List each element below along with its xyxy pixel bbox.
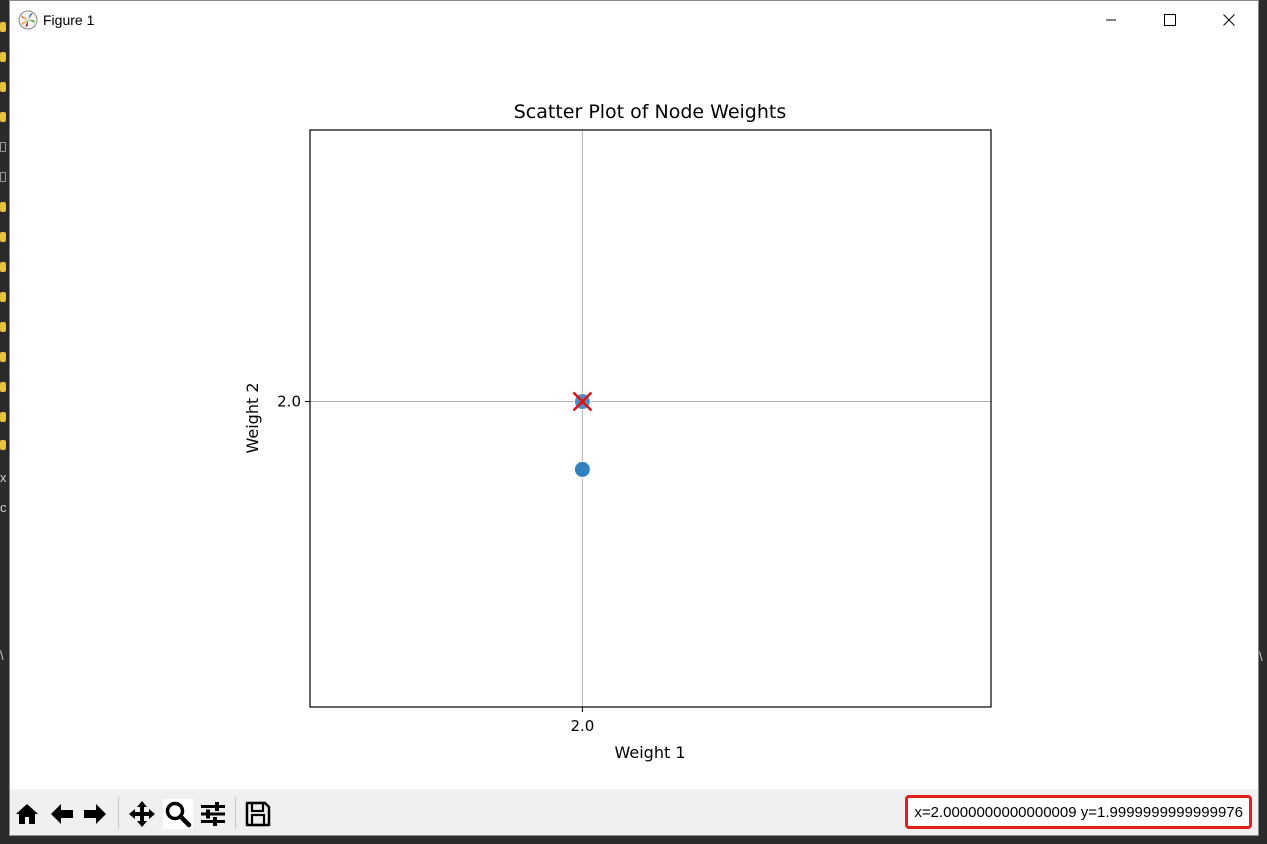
home-button[interactable]	[12, 799, 42, 829]
python-file-icon	[0, 382, 6, 392]
figure-window: Figure 1 Scatter Plot of Node Weights 2.…	[9, 0, 1259, 836]
x-tick-label: 2.0	[570, 717, 594, 735]
chart-title: Scatter Plot of Node Weights	[514, 101, 787, 123]
background-glyph: x	[0, 470, 7, 485]
forward-button[interactable]	[80, 799, 110, 829]
x-marker-stroke	[572, 391, 593, 412]
data-points	[572, 391, 593, 478]
axis-ticks: 2.0 2.0	[277, 393, 594, 735]
zoom-button[interactable]	[163, 799, 193, 829]
y-axis-label: Weight 2	[243, 382, 262, 453]
maximize-icon	[1164, 14, 1176, 26]
forward-icon	[84, 804, 106, 824]
cursor-coordinates-readout: x=2.0000000000000009 y=1.999999999999997…	[905, 795, 1252, 829]
close-icon	[1223, 14, 1235, 26]
background-glyph: c	[0, 500, 7, 515]
title-bar[interactable]: Figure 1	[10, 1, 1258, 39]
close-button[interactable]	[1200, 1, 1258, 39]
save-icon	[245, 801, 271, 827]
navigation-toolbar: x=2.0000000000000009 y=1.999999999999997…	[10, 789, 1258, 835]
python-file-icon	[0, 52, 6, 62]
configure-subplots-button[interactable]	[198, 799, 228, 829]
file-icon	[0, 142, 6, 152]
figure-canvas[interactable]: Scatter Plot of Node Weights 2.0 2.0 Weig…	[10, 39, 1258, 789]
python-file-icon	[0, 440, 6, 450]
configure-subplots-icon	[201, 802, 225, 826]
home-icon	[16, 804, 38, 824]
background-window-strip-right: \	[1259, 0, 1267, 844]
matplotlib-app-icon	[18, 10, 38, 30]
y-tick-label: 2.0	[277, 393, 301, 411]
save-button[interactable]	[243, 799, 273, 829]
python-file-icon	[0, 82, 6, 92]
pan-icon	[129, 801, 155, 827]
zoom-icon	[165, 801, 192, 828]
toolbar-separator	[235, 797, 236, 829]
background-window-strip: x c \	[0, 0, 9, 844]
minimize-button[interactable]	[1082, 1, 1140, 39]
file-icon	[0, 172, 6, 182]
python-file-icon	[0, 322, 6, 332]
coordinates-text: x=2.0000000000000009 y=1.999999999999997…	[914, 803, 1243, 821]
python-file-icon	[0, 352, 6, 362]
scatter-plot[interactable]: Scatter Plot of Node Weights 2.0 2.0 Weig…	[10, 39, 1258, 789]
python-file-icon	[0, 202, 6, 212]
python-file-icon	[0, 262, 6, 272]
python-file-icon	[0, 232, 6, 242]
toolbar-separator	[118, 797, 119, 829]
pan-button[interactable]	[127, 799, 157, 829]
back-icon	[51, 804, 73, 824]
python-file-icon	[0, 112, 6, 122]
python-file-icon	[0, 22, 6, 32]
background-glyph: \	[1259, 649, 1263, 664]
python-file-icon	[0, 412, 6, 422]
grid-lines	[310, 130, 991, 707]
window-title: Figure 1	[43, 12, 95, 28]
x-marker-point	[572, 391, 593, 412]
back-button[interactable]	[47, 799, 77, 829]
maximize-button[interactable]	[1141, 1, 1199, 39]
minimize-icon	[1106, 19, 1116, 21]
python-file-icon	[0, 292, 6, 302]
background-glyph: \	[0, 648, 4, 663]
axes-frame	[309, 129, 992, 708]
x-axis-label: Weight 1	[614, 743, 685, 762]
data-point	[573, 460, 591, 478]
